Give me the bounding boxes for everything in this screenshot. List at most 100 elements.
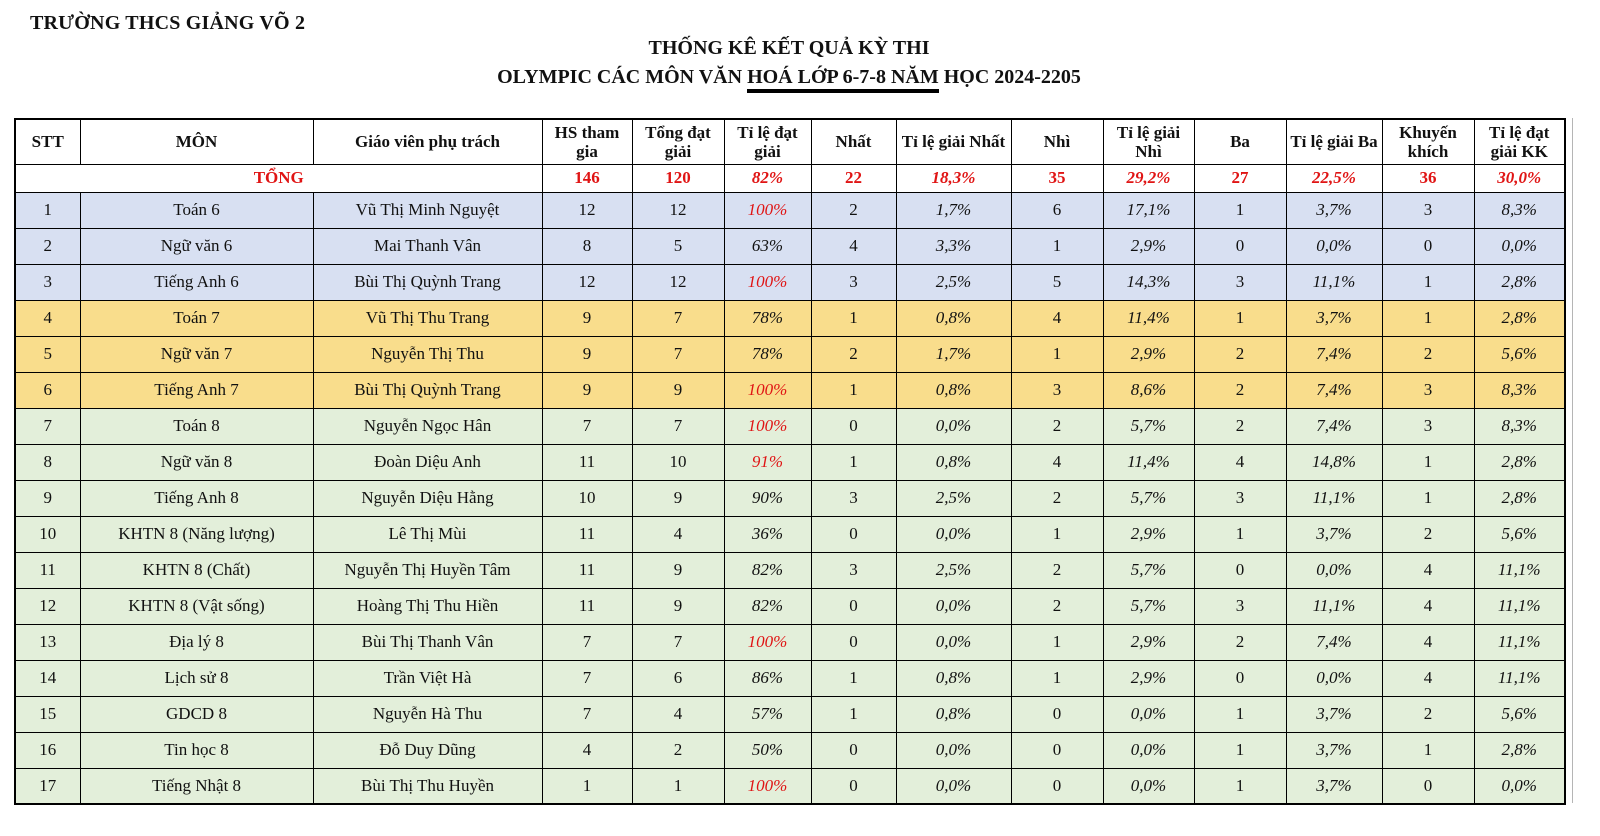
value-cell: 9 (631, 587, 725, 625)
value-cell: 4 (1010, 299, 1104, 337)
subject-cell: Ngữ văn 7 (79, 335, 314, 373)
value-cell: 100% (723, 371, 812, 409)
value-cell: 3,7% (1285, 767, 1383, 805)
value-cell: 1 (1193, 515, 1287, 553)
value-cell: 0,0% (895, 731, 1012, 769)
value-cell: 7 (631, 299, 725, 337)
value-cell: 1 (1010, 227, 1104, 265)
table-row: 17 Tiếng Nhật 8 Bùi Thị Thu Huyền 1 1 100% 0 0,… (14, 767, 1566, 805)
value-cell: 7,4% (1285, 623, 1383, 661)
value-cell: 0 (1193, 227, 1287, 265)
subject-cell: Toán 7 (79, 299, 314, 337)
column-header: HS tham gia (541, 118, 633, 165)
value-cell: 3 (1193, 263, 1287, 301)
stt-cell: 17 (14, 767, 81, 805)
value-cell: 9 (631, 371, 725, 409)
value-cell: 1 (1381, 299, 1475, 337)
subject-cell: Lịch sử 8 (79, 659, 314, 697)
value-cell: 2,5% (895, 551, 1012, 589)
stt-cell: 3 (14, 263, 81, 301)
subject-cell: Toán 8 (79, 407, 314, 445)
value-cell: 100% (723, 407, 812, 445)
value-cell: 2 (1193, 407, 1287, 445)
value-cell: 0,8% (895, 443, 1012, 481)
value-cell: 12 (631, 191, 725, 229)
value-cell: 2 (1381, 695, 1475, 733)
value-cell: 2,8% (1473, 479, 1566, 517)
total-row: TỔNG 146 120 82% 22 18,3% 35 29,2% 27 22,5% 36 30,0… (14, 163, 1566, 193)
subject-cell: Tiếng Anh 7 (79, 371, 314, 409)
value-cell: 2,8% (1473, 731, 1566, 769)
table-row: 8 Ngữ văn 8 Đoàn Diệu Anh 11 10 91% 1 0,8% 4 11,4… (14, 443, 1566, 481)
value-cell: 4 (541, 731, 633, 769)
value-cell: 0 (1193, 659, 1287, 697)
value-cell: 100% (723, 623, 812, 661)
value-cell: 3,7% (1285, 731, 1383, 769)
column-header: Tỉ lệ đạt giải KK (1473, 118, 1566, 165)
value-cell: 0,0% (1285, 551, 1383, 589)
teacher-cell: Bùi Thị Quỳnh Trang (312, 263, 543, 301)
value-cell: 3 (810, 479, 897, 517)
value-cell: 0 (810, 623, 897, 661)
value-cell: 100% (723, 191, 812, 229)
stt-cell: 9 (14, 479, 81, 517)
teacher-cell: Lê Thị Mùi (312, 515, 543, 553)
subject-cell: Ngữ văn 8 (79, 443, 314, 481)
stt-cell: 14 (14, 659, 81, 697)
value-cell: 1 (1381, 731, 1475, 769)
value-cell: 4 (1193, 443, 1287, 481)
subject-cell: GDCD 8 (79, 695, 314, 733)
value-cell: 5 (631, 227, 725, 265)
value-cell: 11,1% (1285, 479, 1383, 517)
value-cell: 4 (1381, 623, 1475, 661)
total-cell: 120 (631, 163, 725, 193)
value-cell: 82% (723, 587, 812, 625)
value-cell: 0,0% (895, 515, 1012, 553)
value-cell: 0,0% (1285, 227, 1383, 265)
value-cell: 2 (810, 191, 897, 229)
value-cell: 0,8% (895, 371, 1012, 409)
value-cell: 6 (631, 659, 725, 697)
column-header: STT (14, 118, 81, 165)
value-cell: 7 (631, 623, 725, 661)
stt-cell: 13 (14, 623, 81, 661)
value-cell: 4 (631, 515, 725, 553)
stt-cell: 5 (14, 335, 81, 373)
sheet-gridline (1572, 118, 1573, 803)
value-cell: 0,0% (1473, 767, 1566, 805)
total-cell: 29,2% (1102, 163, 1195, 193)
value-cell: 2 (1010, 407, 1104, 445)
value-cell: 11,1% (1473, 623, 1566, 661)
value-cell: 2,5% (895, 479, 1012, 517)
column-header: MÔN (79, 118, 314, 165)
value-cell: 3 (810, 263, 897, 301)
subject-cell: KHTN 8 (Vật sống) (79, 587, 314, 625)
teacher-cell: Bùi Thị Thanh Vân (312, 623, 543, 661)
value-cell: 7 (541, 659, 633, 697)
value-cell: 11,4% (1102, 299, 1195, 337)
value-cell: 12 (541, 263, 633, 301)
table-row: 16 Tin học 8 Đỗ Duy Dũng 4 2 50% 0 0,0% 0 0,0% 1 3,… (14, 731, 1566, 769)
school-name: TRƯỜNG THCS GIẢNG VÕ 2 (30, 12, 306, 34)
teacher-cell: Bùi Thị Thu Huyền (312, 767, 543, 805)
value-cell: 0,8% (895, 659, 1012, 697)
value-cell: 4 (1381, 659, 1475, 697)
stt-cell: 6 (14, 371, 81, 409)
value-cell: 3 (810, 551, 897, 589)
total-cell: 22,5% (1285, 163, 1383, 193)
value-cell: 2 (1010, 479, 1104, 517)
value-cell: 5 (1010, 263, 1104, 301)
value-cell: 0 (810, 515, 897, 553)
value-cell: 3 (1381, 371, 1475, 409)
subject-cell: Tiếng Nhật 8 (79, 767, 314, 805)
teacher-cell: Nguyễn Thị Huyền Tâm (312, 551, 543, 589)
value-cell: 0,0% (1102, 695, 1195, 733)
value-cell: 1 (810, 299, 897, 337)
table-row: 14 Lịch sử 8 Trần Việt Hà 7 6 86% 1 0,8% 1 2,9% 0 0… (14, 659, 1566, 697)
value-cell: 11 (541, 551, 633, 589)
value-cell: 4 (1381, 587, 1475, 625)
teacher-cell: Đoàn Diệu Anh (312, 443, 543, 481)
teacher-cell: Nguyễn Hà Thu (312, 695, 543, 733)
column-header: Nhất (810, 118, 897, 165)
total-cell: 36 (1381, 163, 1475, 193)
